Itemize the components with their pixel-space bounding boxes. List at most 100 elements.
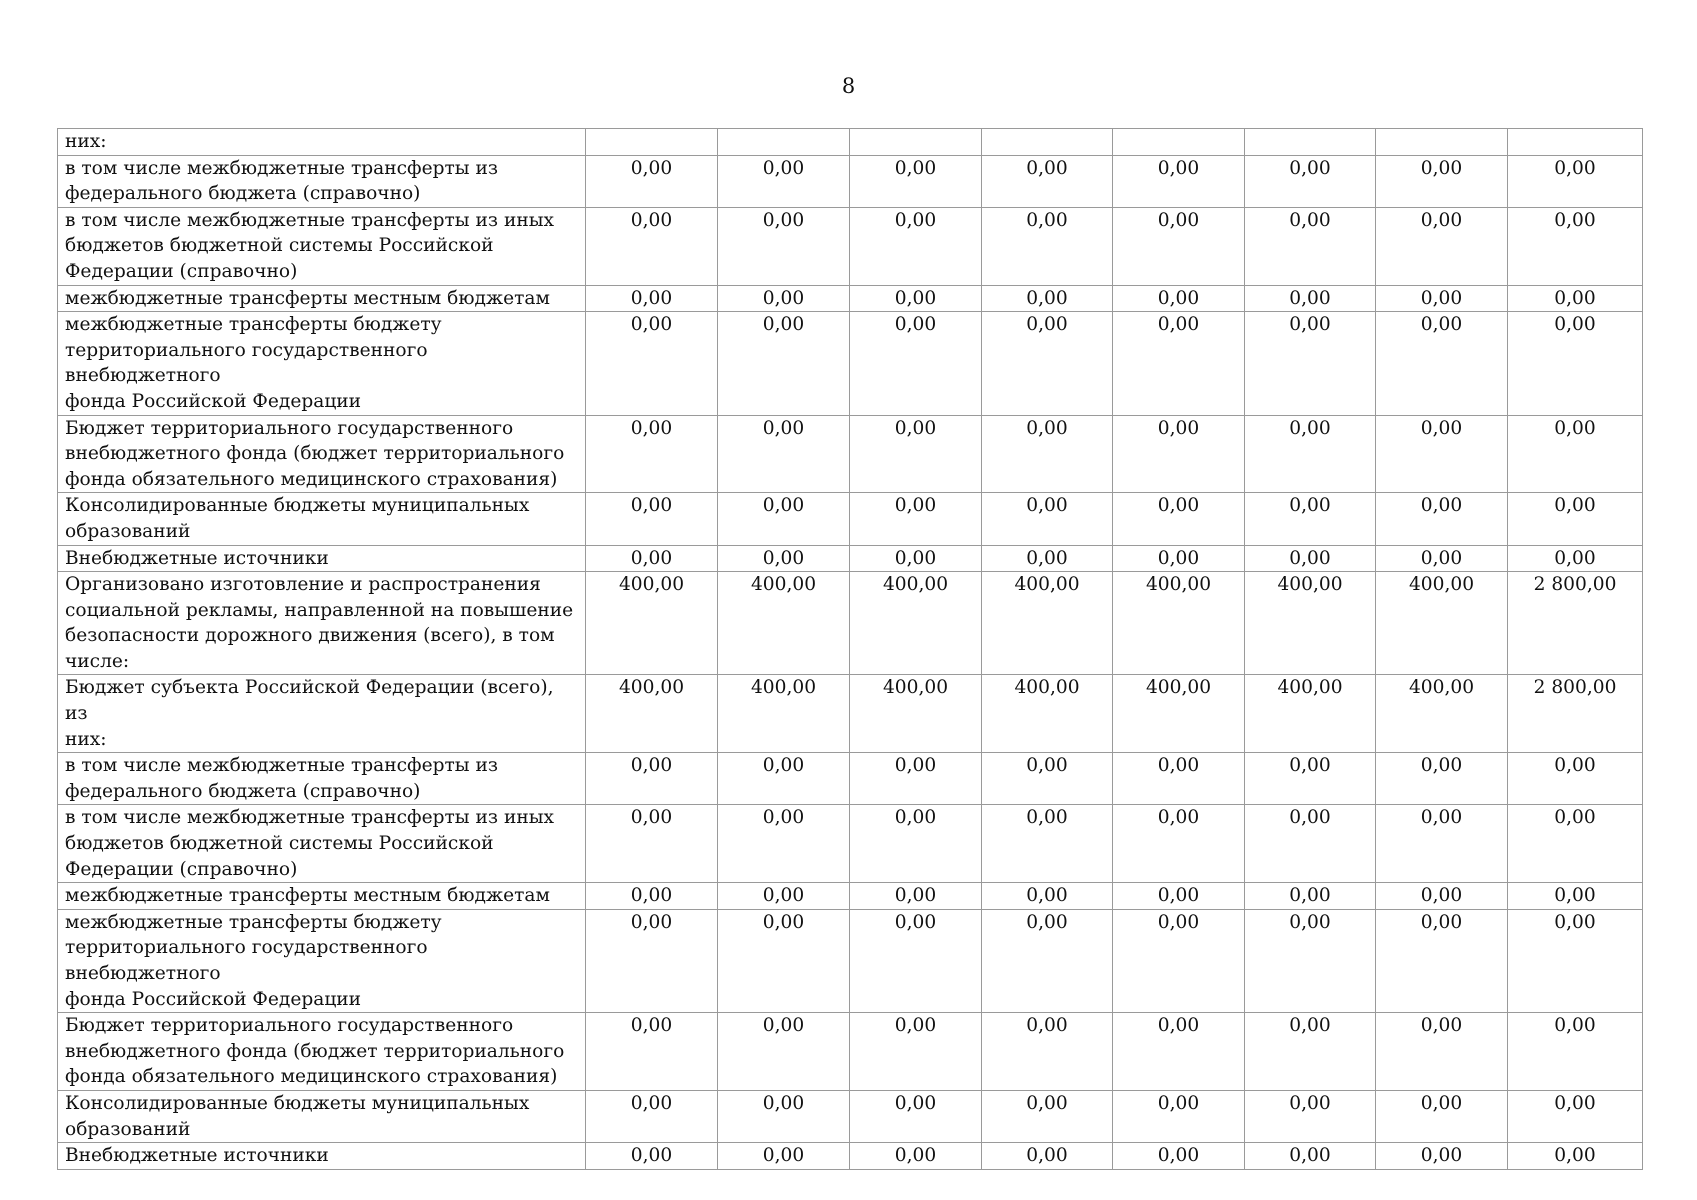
value-cell: 400,00	[717, 571, 850, 676]
value-cell: 400,00	[585, 674, 718, 754]
value-cell: 0,00	[717, 1142, 850, 1170]
value-cell: 0,00	[585, 154, 718, 208]
value-cell: 0,00	[1375, 284, 1508, 313]
value-cell	[1507, 128, 1643, 156]
value-cell: 0,00	[1112, 804, 1245, 884]
value-cell: 0,00	[849, 544, 982, 573]
value-cell: 0,00	[717, 544, 850, 573]
table-row: в том числе межбюджетные трансферты из ф…	[57, 154, 1643, 208]
row-label: Внебюджетные источники	[57, 1142, 586, 1170]
value-cell: 400,00	[1375, 571, 1508, 676]
value-cell: 0,00	[1112, 1012, 1245, 1091]
value-cell: 0,00	[849, 752, 982, 806]
value-cell: 0,00	[849, 1089, 982, 1144]
value-cell: 0,00	[1507, 752, 1643, 806]
value-cell: 400,00	[1244, 674, 1376, 754]
value-cell: 0,00	[1375, 908, 1508, 1014]
value-cell: 0,00	[849, 882, 982, 910]
value-cell: 0,00	[1375, 311, 1508, 416]
value-cell: 0,00	[1244, 1142, 1376, 1170]
value-cell: 0,00	[1112, 1142, 1245, 1170]
value-cell: 0,00	[585, 804, 718, 884]
value-cell: 0,00	[1112, 154, 1245, 208]
value-cell: 0,00	[1112, 206, 1245, 286]
value-cell: 0,00	[1507, 882, 1643, 910]
value-cell: 0,00	[849, 311, 982, 416]
value-cell: 0,00	[1507, 1142, 1643, 1170]
row-label: межбюджетные трансферты бюджету территор…	[57, 908, 586, 1014]
value-cell: 0,00	[1375, 1012, 1508, 1091]
table-row: Бюджет территориального государственного…	[57, 414, 1643, 494]
value-cell: 0,00	[717, 206, 850, 286]
value-cell: 0,00	[849, 284, 982, 313]
value-cell: 0,00	[1375, 154, 1508, 208]
value-cell: 0,00	[1244, 154, 1376, 208]
value-cell: 0,00	[849, 492, 982, 546]
row-label: межбюджетные трансферты бюджету территор…	[57, 311, 586, 416]
row-label: Бюджет территориального государственного…	[57, 1012, 586, 1091]
value-cell: 0,00	[981, 752, 1113, 806]
row-label: них:	[57, 128, 586, 156]
value-cell: 0,00	[981, 908, 1113, 1014]
value-cell: 0,00	[1375, 206, 1508, 286]
budget-table: них: в том числе межбюджетные трансферты …	[57, 128, 1643, 1170]
value-cell: 0,00	[585, 414, 718, 494]
value-cell: 0,00	[849, 804, 982, 884]
table-row: межбюджетные трансферты местным бюджетам…	[57, 284, 1643, 313]
value-cell	[717, 128, 850, 156]
value-cell: 0,00	[585, 908, 718, 1014]
value-cell: 0,00	[1244, 414, 1376, 494]
value-cell: 0,00	[1375, 414, 1508, 494]
value-cell: 400,00	[717, 674, 850, 754]
value-cell: 400,00	[1112, 571, 1245, 676]
value-cell: 0,00	[1507, 414, 1643, 494]
value-cell	[1112, 128, 1245, 156]
row-label: Консолидированные бюджеты муниципальных …	[57, 1089, 586, 1144]
table-row: Бюджет территориального государственного…	[57, 1012, 1643, 1091]
row-label: Бюджет субъекта Российской Федерации (вс…	[57, 674, 586, 754]
value-cell	[1375, 128, 1508, 156]
value-cell: 0,00	[1244, 804, 1376, 884]
value-cell: 0,00	[1112, 752, 1245, 806]
row-label: Консолидированные бюджеты муниципальных …	[57, 492, 586, 546]
value-cell: 0,00	[717, 492, 850, 546]
value-cell: 0,00	[1244, 1012, 1376, 1091]
value-cell: 0,00	[585, 752, 718, 806]
value-cell: 0,00	[717, 154, 850, 208]
value-cell: 0,00	[1244, 882, 1376, 910]
table-row: Консолидированные бюджеты муниципальных …	[57, 1089, 1643, 1144]
table-row: в том числе межбюджетные трансферты из и…	[57, 206, 1643, 286]
value-cell: 0,00	[981, 1089, 1113, 1144]
value-cell: 0,00	[849, 414, 982, 494]
value-cell: 0,00	[585, 544, 718, 573]
row-label: Внебюджетные источники	[57, 544, 586, 573]
value-cell: 0,00	[1244, 311, 1376, 416]
value-cell	[1244, 128, 1376, 156]
value-cell: 0,00	[717, 804, 850, 884]
value-cell: 0,00	[1507, 544, 1643, 573]
value-cell: 0,00	[1375, 1089, 1508, 1144]
value-cell: 0,00	[849, 1142, 982, 1170]
value-cell: 400,00	[1244, 571, 1376, 676]
value-cell: 0,00	[1112, 492, 1245, 546]
value-cell: 0,00	[981, 882, 1113, 910]
value-cell: 0,00	[981, 311, 1113, 416]
value-cell: 2 800,00	[1507, 571, 1643, 676]
table-row: Организовано изготовление и распростране…	[57, 571, 1643, 676]
value-cell: 400,00	[849, 571, 982, 676]
value-cell: 0,00	[981, 206, 1113, 286]
value-cell	[585, 128, 718, 156]
value-cell: 0,00	[1244, 908, 1376, 1014]
value-cell: 0,00	[849, 1012, 982, 1091]
value-cell: 0,00	[717, 908, 850, 1014]
value-cell: 0,00	[1375, 544, 1508, 573]
value-cell: 0,00	[1112, 1089, 1245, 1144]
value-cell: 0,00	[981, 544, 1113, 573]
value-cell: 2 800,00	[1507, 674, 1643, 754]
row-label: в том числе межбюджетные трансферты из и…	[57, 804, 586, 884]
value-cell: 0,00	[1375, 492, 1508, 546]
value-cell: 400,00	[585, 571, 718, 676]
value-cell: 0,00	[1112, 908, 1245, 1014]
value-cell: 0,00	[981, 154, 1113, 208]
value-cell: 0,00	[1507, 1012, 1643, 1091]
